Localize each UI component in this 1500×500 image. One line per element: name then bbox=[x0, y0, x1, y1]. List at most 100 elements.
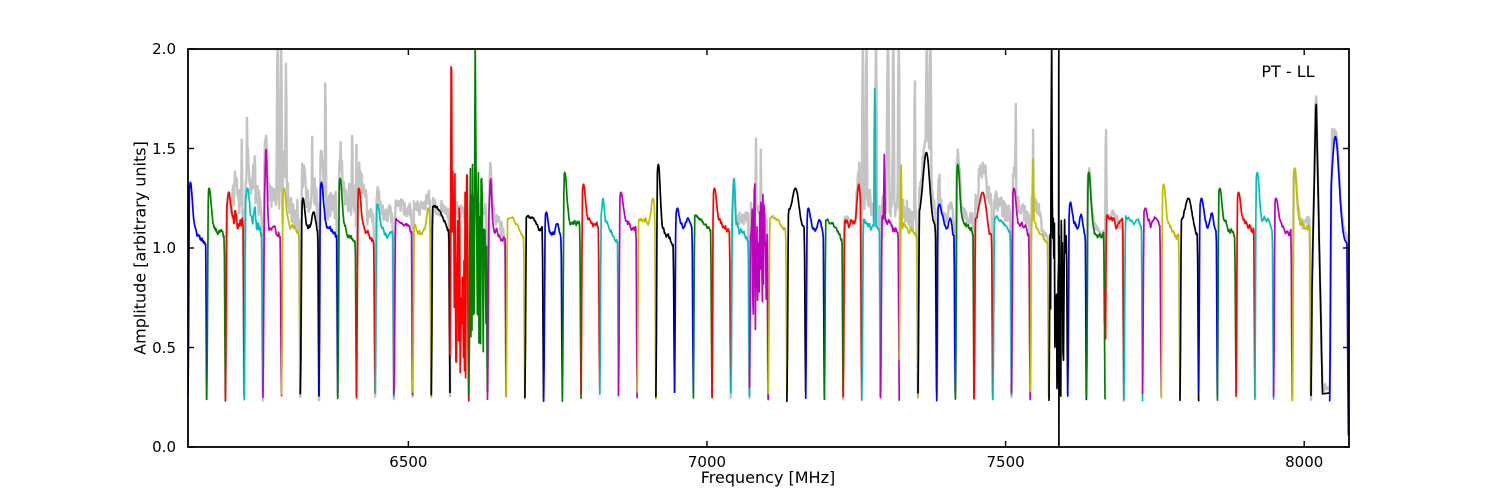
spectrum-trace bbox=[280, 62, 302, 398]
spectrum-trace bbox=[1160, 183, 1181, 399]
x-tick-label-7500: 7500 bbox=[986, 453, 1025, 471]
spectrum-trace bbox=[1291, 167, 1312, 402]
spectrum-trace bbox=[486, 178, 508, 401]
spectrum-trace bbox=[729, 177, 751, 399]
spectrum-trace bbox=[1010, 102, 1032, 397]
spectrum-trace bbox=[299, 197, 320, 397]
spectrum-trace bbox=[243, 187, 264, 401]
spectrum-trace bbox=[804, 207, 826, 400]
x-tick-label-8000: 8000 bbox=[1285, 453, 1324, 471]
spectrum-trace bbox=[954, 163, 975, 400]
spectrum-trace bbox=[1085, 171, 1106, 400]
spectrum-trace bbox=[336, 177, 358, 400]
y-tick-label-0.0: 0.0 bbox=[152, 438, 176, 456]
spectrum-trace bbox=[823, 218, 844, 401]
spectrum-trace bbox=[692, 214, 713, 399]
spectrum-trace bbox=[1179, 197, 1200, 402]
spectrum-trace bbox=[879, 153, 901, 401]
spectrum-trace bbox=[786, 187, 807, 403]
spectrum-trace bbox=[972, 161, 994, 400]
spectrum-trace bbox=[1254, 171, 1275, 401]
spectrum-trace bbox=[898, 164, 919, 398]
station-pol-annotation: PT - LL bbox=[1261, 62, 1315, 81]
spectrum-trace bbox=[636, 197, 657, 400]
spectrum-trace bbox=[524, 214, 545, 400]
spectrum-trace bbox=[673, 207, 695, 394]
spectrum-trace bbox=[841, 161, 863, 401]
spectrum-trace bbox=[1103, 128, 1125, 403]
spectrum-trace bbox=[188, 181, 208, 401]
spectrum-trace bbox=[842, 183, 863, 401]
spectrum-trace bbox=[954, 148, 976, 396]
x-tick-label-7000: 7000 bbox=[687, 453, 727, 471]
spectrum-trace bbox=[973, 191, 994, 400]
spectrum-trace bbox=[1272, 197, 1294, 399]
spectrum-trace bbox=[336, 134, 358, 393]
spectrum-trace bbox=[355, 187, 377, 399]
spectrum-trace bbox=[505, 216, 526, 400]
y-tick-label-0.5: 0.5 bbox=[152, 338, 176, 357]
spectrum-trace bbox=[1010, 187, 1032, 401]
spectrum-trace bbox=[916, 49, 938, 396]
spectrum-trace bbox=[392, 198, 414, 400]
spectrum-trace bbox=[542, 211, 564, 403]
spectrum-trace bbox=[1066, 201, 1088, 401]
spectrum-trace bbox=[935, 173, 957, 399]
spectrum-trace bbox=[767, 214, 788, 395]
spectrum-trace bbox=[729, 178, 751, 397]
spectrum-trace bbox=[374, 185, 396, 401]
spectrum-trace bbox=[374, 203, 395, 398]
spectrum-trace bbox=[711, 187, 732, 398]
y-tick-label-1.5: 1.5 bbox=[152, 139, 176, 158]
spectrum-trace bbox=[580, 183, 601, 395]
spectrum-trace bbox=[262, 148, 283, 398]
spectrum-trace bbox=[205, 187, 227, 402]
x-tick-label-6500: 6500 bbox=[389, 453, 428, 471]
spectrum-trace bbox=[1048, 49, 1069, 447]
spectrum-trace bbox=[1216, 187, 1237, 401]
spectrum-trace bbox=[917, 151, 938, 394]
spectrum-trace bbox=[748, 183, 770, 401]
spectrum-trace bbox=[1085, 167, 1107, 398]
spectrum-trace bbox=[1197, 197, 1219, 398]
spectrum-trace bbox=[991, 190, 1013, 400]
spectrum-trace bbox=[898, 80, 920, 400]
spectrum-trace bbox=[317, 82, 339, 402]
spectrum-trace bbox=[1029, 158, 1050, 399]
y-tick-label-2.0: 2.0 bbox=[152, 40, 176, 58]
spectrum-trace bbox=[617, 191, 639, 399]
y-tick-label-1.0: 1.0 bbox=[152, 239, 176, 257]
spectrum-trace bbox=[1309, 95, 1331, 402]
spectrum-trace bbox=[261, 49, 283, 402]
spectrum-trace bbox=[486, 161, 508, 396]
spectrum-trace bbox=[1104, 214, 1125, 400]
spectrum-trace bbox=[411, 189, 433, 398]
spectrum-trace bbox=[299, 135, 321, 399]
x-axis-label: Frequency [MHz] bbox=[700, 468, 836, 487]
spectrum-trace bbox=[393, 217, 414, 396]
spectrum-trace bbox=[318, 181, 339, 394]
spectrum-trace bbox=[280, 187, 302, 396]
spectrum-trace bbox=[1235, 191, 1256, 398]
spectrum-trace bbox=[1328, 135, 1349, 436]
spectrum-trace bbox=[935, 203, 957, 402]
spectrum-trace bbox=[860, 49, 882, 398]
spectrum-trace bbox=[430, 204, 451, 396]
spectrum-trace bbox=[243, 116, 265, 398]
spectrum-trace bbox=[1310, 103, 1331, 397]
spectrum-trace bbox=[860, 87, 882, 401]
spectrum-trace bbox=[991, 214, 1013, 401]
spectrum-trace bbox=[355, 143, 377, 398]
spectrum-trace bbox=[655, 163, 676, 398]
spectrum-trace bbox=[1291, 167, 1313, 401]
spectrum-trace bbox=[224, 138, 246, 398]
spectrum-trace bbox=[467, 49, 489, 396]
spectrum-trace bbox=[449, 65, 470, 402]
spectrum-trace bbox=[1122, 215, 1144, 402]
spectrum-trace bbox=[1141, 207, 1163, 397]
spectrum-trace bbox=[411, 207, 433, 399]
spectrum-trace bbox=[598, 197, 620, 397]
spectrum-trace bbox=[561, 171, 582, 403]
